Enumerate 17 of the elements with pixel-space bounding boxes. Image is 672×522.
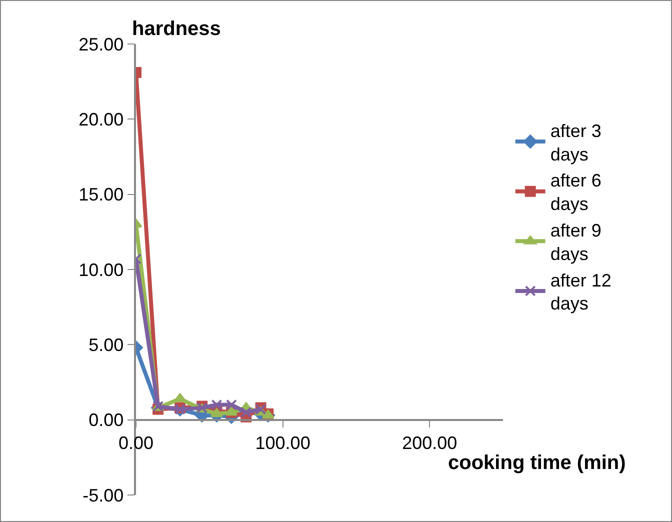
y-tick-label: 20.00 [78, 109, 124, 130]
y-tick-label: 15.00 [78, 184, 124, 205]
point [211, 399, 222, 410]
point [210, 408, 223, 418]
y-tick-label: 0.00 [88, 410, 124, 430]
y-tick-label: 10.00 [78, 260, 124, 280]
y-tick-label: 5.00 [88, 334, 124, 355]
x-axis-title: cooking time (min) [448, 452, 626, 474]
y-tick-label: 25.00 [78, 34, 124, 54]
legend-label: after 12 days [550, 270, 612, 314]
x-tick-label: 100.00 [255, 433, 310, 454]
point [174, 393, 186, 402]
x-tick-label: 200.00 [402, 433, 458, 454]
y-tick-label: -5.00 [82, 485, 124, 506]
point [226, 399, 237, 410]
y-axis-title: hardness [132, 18, 221, 40]
x-tick-label: 0.00 [118, 433, 154, 454]
